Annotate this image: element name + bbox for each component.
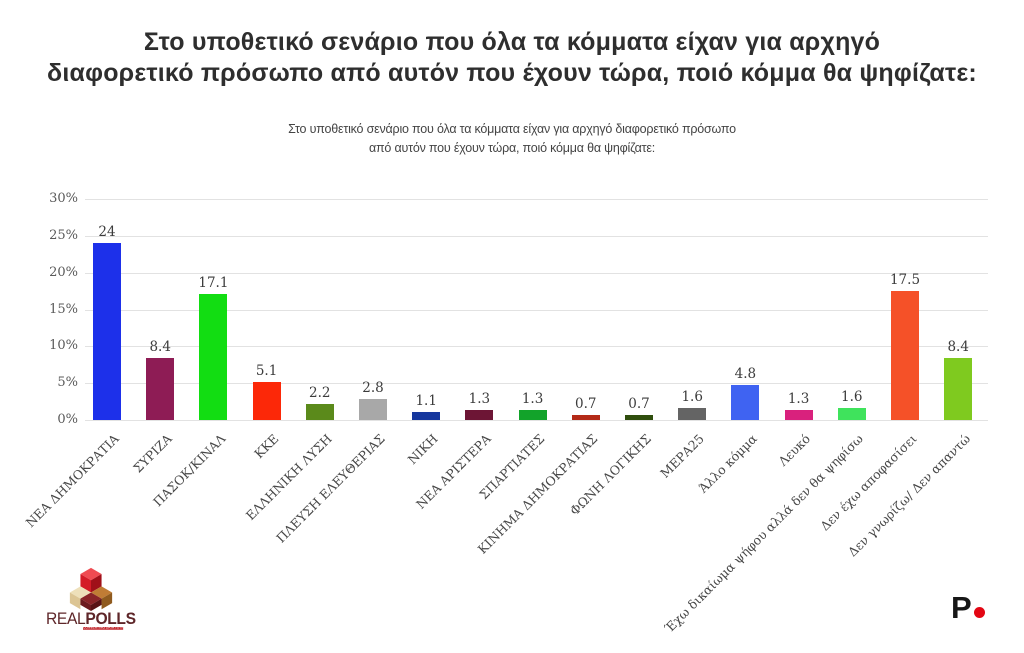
- y-axis-tick-label: 5%: [57, 375, 78, 391]
- x-axis-category-label: Έχω δικαίωμα ψήφου αλλά δεν θα ψηφίσω: [661, 431, 867, 636]
- gridline: [85, 383, 988, 385]
- chart-subtitle: Στο υποθετικό σενάριο που όλα τα κόμματα…: [288, 122, 736, 155]
- page-title: Στο υποθετικό σενάριο που όλα τα κόμματα…: [47, 28, 977, 87]
- realpolls-wordmark-real: REAL: [46, 609, 86, 628]
- y-axis-tick-label: 10%: [49, 338, 78, 354]
- bar: [305, 403, 334, 420]
- bar: [944, 358, 973, 420]
- bar-value-label: 24: [98, 224, 116, 241]
- bar-value-label: 2.8: [362, 380, 384, 397]
- gridline: [85, 309, 988, 311]
- bar-value-label: 1.3: [521, 391, 544, 408]
- bar: [199, 294, 228, 420]
- bar-value-label: 17.5: [889, 272, 921, 289]
- bar-value-label: 17.1: [198, 275, 229, 292]
- bar-value-label: 0.7: [628, 395, 650, 412]
- bar-value-label: 2.2: [309, 384, 331, 401]
- bar: [571, 414, 600, 420]
- realpolls-wordmark-polls: POLLS: [85, 609, 136, 628]
- x-axis-category-label: ΝΙΚΗ: [404, 431, 441, 468]
- bar: [359, 399, 387, 420]
- y-axis-tick-label: 20%: [49, 264, 78, 280]
- realpolls-logo: REALPOLLS CONVERTING DATA TO INSIGHT: [44, 565, 214, 640]
- bar: [252, 382, 281, 420]
- p-logo-dot-icon: [973, 607, 985, 618]
- bar: [412, 411, 441, 420]
- bar-value-label: 1.6: [841, 389, 863, 406]
- x-axis-category-label: ΚΚΕ: [250, 431, 282, 462]
- x-axis-category-label: Δεν έχω αποφασίσει: [817, 431, 920, 534]
- bar-value-label: 1.3: [468, 391, 491, 408]
- gridline: [85, 346, 988, 348]
- bar-value-label: 5.1: [255, 363, 278, 380]
- x-axis-category-label: ΜΕΡΑ25: [657, 431, 707, 481]
- realpolls-tagline: CONVERTING DATA TO INSIGHT: [83, 627, 124, 630]
- bar-value-label: 1.6: [681, 389, 703, 406]
- bar-value-label: 8.4: [947, 339, 969, 356]
- gridline: [85, 199, 988, 200]
- bar: [93, 243, 121, 420]
- bar: [465, 410, 494, 420]
- bar: [518, 410, 547, 420]
- p-logo: P: [951, 590, 985, 626]
- bar: [678, 408, 707, 420]
- p-logo-letter: P: [951, 590, 972, 625]
- y-axis-tick-label: 25%: [49, 227, 78, 243]
- x-axis-category-label: ΝΕΑ ΔΗΜΟΚΡΑΤΙΑ: [22, 431, 122, 531]
- y-axis-tick-label: 15%: [49, 301, 78, 317]
- x-axis-category-label: ΠΛΕΥΣΗ ΕΛΕΥΘΕΡΙΑΣ: [272, 431, 388, 546]
- gridline: [85, 235, 988, 237]
- bar: [891, 291, 919, 420]
- x-axis-category-label: Λευκό: [775, 431, 814, 469]
- bar: [731, 384, 760, 420]
- gridline: [85, 420, 988, 421]
- y-axis-tick-label: 30%: [49, 191, 78, 206]
- bar-value-label: 8.4: [149, 339, 171, 356]
- x-axis-category-label: ΣΥΡΙΖΑ: [130, 431, 175, 476]
- bar: [784, 410, 813, 420]
- realpolls-cube-icon: [69, 567, 113, 611]
- bar-value-label: 4.8: [734, 365, 757, 382]
- bar-value-label: 1.3: [787, 391, 810, 408]
- bar-value-label: 1.1: [415, 392, 437, 409]
- bar-value-label: 0.7: [575, 395, 597, 412]
- bar: [837, 408, 866, 420]
- realpolls-wordmark: REALPOLLS: [46, 609, 136, 629]
- bar: [625, 414, 653, 420]
- bar: [146, 358, 175, 420]
- y-axis-tick-label: 0%: [57, 412, 78, 427]
- gridline: [85, 272, 988, 274]
